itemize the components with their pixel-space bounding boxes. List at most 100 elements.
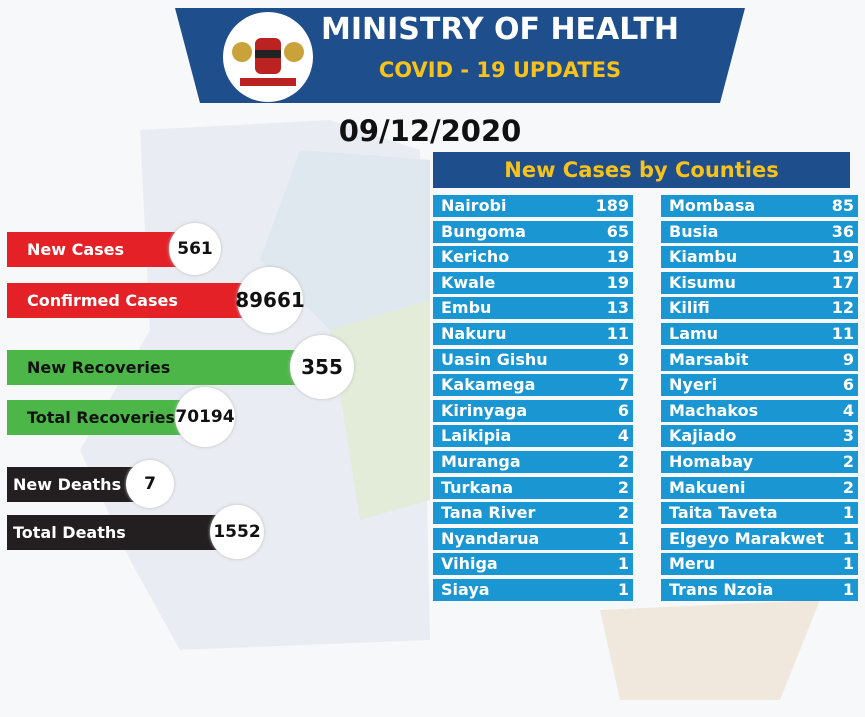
- stat-label: Total Deaths: [7, 515, 247, 550]
- county-row: Laikipia 4: [433, 425, 633, 448]
- county-cases: 189: [595, 196, 629, 215]
- county-name: Kwale: [441, 272, 496, 292]
- county-cases: 1: [842, 554, 854, 574]
- county-row: Bungoma 65: [433, 220, 633, 243]
- county-name: Lamu: [669, 324, 719, 343]
- county-name: Nyandarua: [441, 528, 540, 548]
- county-row: Marsabit 9: [661, 348, 858, 371]
- county-name: Taita Taveta: [669, 503, 778, 523]
- stat-value: 355: [290, 335, 354, 399]
- county-name: Machakos: [669, 400, 759, 420]
- title: MINISTRY OF HEALTH: [321, 12, 679, 47]
- county-name: Laikipia: [441, 426, 512, 446]
- county-name: Kajiado: [669, 426, 737, 446]
- county-row: Turkana 2: [433, 476, 633, 499]
- county-cases: 19: [606, 272, 629, 292]
- county-row: Makueni 2: [661, 476, 858, 499]
- county-cases: 2: [617, 477, 629, 497]
- county-cases: 9: [617, 349, 629, 369]
- county-name: Bungoma: [441, 221, 526, 241]
- county-name: Marsabit: [669, 349, 749, 369]
- county-name: Turkana: [441, 477, 514, 497]
- county-cases: 19: [606, 247, 629, 267]
- stat-value: 89661: [235, 267, 305, 333]
- county-row: Mombasa 85: [661, 195, 858, 217]
- stat-label: Total Recoveries: [7, 400, 197, 435]
- county-name: Nairobi: [441, 196, 507, 215]
- county-name: Makueni: [669, 477, 746, 497]
- county-cases: 2: [617, 452, 629, 471]
- county-name: Elgeyo Marakwet: [669, 528, 825, 548]
- county-row: Kiambu 19: [661, 246, 858, 269]
- county-cases: 19: [831, 247, 854, 267]
- county-cases: 11: [831, 324, 854, 343]
- county-name: Kiambu: [669, 247, 738, 267]
- county-row: Nyandarua 1: [433, 527, 633, 550]
- county-cases: 7: [617, 375, 629, 395]
- county-cases: 1: [617, 580, 629, 599]
- county-cases: 11: [606, 324, 629, 343]
- county-row: Elgeyo Marakwet 1: [661, 527, 858, 550]
- county-name: Homabay: [669, 452, 754, 471]
- county-row: Kajiado 3: [661, 425, 858, 448]
- county-cases: 65: [606, 221, 629, 241]
- county-cases: 12: [831, 298, 854, 318]
- county-name: Kirinyaga: [441, 400, 528, 420]
- county-name: Vihiga: [441, 554, 498, 574]
- stat-value: 1552: [210, 505, 264, 559]
- county-cases: 85: [831, 196, 854, 215]
- county-name: Siaya: [441, 580, 490, 599]
- county-name: Nyeri: [669, 375, 718, 395]
- county-cases: 2: [842, 477, 854, 497]
- county-row: Tana River 2: [433, 502, 633, 525]
- stat-value: 7: [126, 460, 174, 508]
- county-row: Kericho 19: [433, 246, 633, 269]
- stat-label: Confirmed Cases: [7, 283, 257, 318]
- county-cases: 6: [842, 375, 854, 395]
- county-cases: 17: [831, 272, 854, 292]
- county-row: Homabay 2: [661, 451, 858, 473]
- county-cases: 6: [617, 400, 629, 420]
- county-row: Nakuru 11: [433, 323, 633, 345]
- county-row: Machakos 4: [661, 399, 858, 422]
- county-cases: 2: [617, 503, 629, 523]
- county-row: Kisumu 17: [661, 271, 858, 294]
- county-name: Meru: [669, 554, 716, 574]
- county-cases: 2: [842, 452, 854, 471]
- county-cases: 1: [617, 528, 629, 548]
- county-cases: 9: [842, 349, 854, 369]
- county-cases: 13: [606, 298, 629, 318]
- county-row: Kirinyaga 6: [433, 399, 633, 422]
- county-row: Muranga 2: [433, 451, 633, 473]
- stat-label: New Recoveries: [7, 350, 327, 385]
- county-row: Taita Taveta 1: [661, 502, 858, 525]
- county-row: Kakamega 7: [433, 374, 633, 397]
- county-cases: 1: [617, 554, 629, 574]
- county-name: Kisumu: [669, 272, 736, 292]
- county-name: Tana River: [441, 503, 536, 523]
- county-row: Embu 13: [433, 297, 633, 320]
- county-cases: 1: [842, 580, 854, 599]
- county-row: Vihiga 1: [433, 553, 633, 576]
- county-row: Nyeri 6: [661, 374, 858, 397]
- county-name: Uasin Gishu: [441, 349, 548, 369]
- counties-title: New Cases by Counties: [433, 152, 850, 188]
- county-name: Embu: [441, 298, 492, 318]
- county-row: Nairobi 189: [433, 195, 633, 217]
- county-name: Muranga: [441, 452, 521, 471]
- county-name: Busia: [669, 221, 719, 241]
- date: 09/12/2020: [338, 114, 522, 148]
- county-name: Nakuru: [441, 324, 507, 343]
- county-cases: 4: [617, 426, 629, 446]
- county-row: Trans Nzoia 1: [661, 579, 858, 601]
- county-name: Kericho: [441, 247, 510, 267]
- county-cases: 1: [842, 528, 854, 548]
- subtitle: COVID - 19 UPDATES: [378, 58, 622, 82]
- county-cases: 4: [842, 400, 854, 420]
- county-row: Uasin Gishu 9: [433, 348, 633, 371]
- county-name: Trans Nzoia: [669, 580, 774, 599]
- county-row: Kilifi 12: [661, 297, 858, 320]
- county-row: Lamu 11: [661, 323, 858, 345]
- county-name: Mombasa: [669, 196, 756, 215]
